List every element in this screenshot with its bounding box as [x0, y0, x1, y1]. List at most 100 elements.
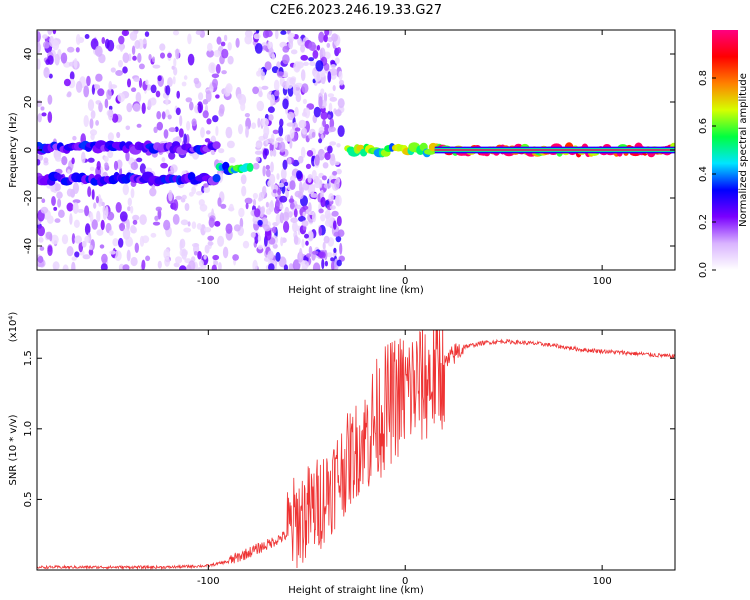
spectrogram-speckle: [205, 90, 212, 102]
spectrogram-speckle: [130, 188, 135, 199]
spectrogram-speckle: [37, 225, 45, 237]
spectrogram-speckle: [332, 85, 336, 92]
spectrogram-x-tick-label: 100: [593, 276, 612, 287]
spectrogram-speckle: [302, 205, 309, 211]
spectrogram-speckle: [107, 109, 114, 121]
spectrogram-speckle: [119, 211, 128, 222]
spectrogram-speckle: [108, 105, 113, 111]
snr-x-axis-label: Height of straight line (km): [288, 585, 424, 596]
spectrogram-speckle: [126, 102, 133, 113]
spectrogram-speckle: [267, 250, 274, 261]
spectrogram-speckle: [240, 102, 246, 112]
spectrogram-speckle: [282, 159, 288, 170]
spectrogram-speckle: [163, 248, 170, 260]
spectrogram-speckle: [187, 53, 195, 66]
spectrogram-speckle: [53, 206, 58, 211]
spectrogram-speckle: [307, 176, 312, 183]
spectrogram-speckle: [75, 47, 80, 53]
spectrogram-speckle: [167, 114, 172, 120]
spectrogram-speckle: [160, 52, 165, 59]
spectrogram-speckle: [322, 162, 329, 169]
spectrogram-speckle: [290, 49, 298, 55]
spectrogram-speckle: [252, 162, 260, 170]
spectrogram-speckle: [301, 127, 307, 135]
spectrogram-speckle: [319, 47, 326, 60]
spectrogram-speckle: [211, 73, 220, 79]
spectrogram-speckle: [267, 106, 275, 113]
spectrogram-y-ticks: -40 -20 0 20 40: [23, 48, 675, 254]
spectrogram-speckle: [292, 84, 301, 96]
spectrogram-speckle: [298, 216, 306, 222]
spectrogram-speckle: [130, 161, 139, 171]
spectrogram-speckle: [270, 97, 274, 109]
spectrogram-speckle: [265, 164, 270, 170]
spectrogram-speckle: [184, 203, 190, 211]
spectrogram-speckle: [130, 256, 138, 267]
spectrogram-speckle: [163, 129, 169, 139]
spectrogram-speckle: [119, 42, 124, 52]
spectrogram-speckle: [268, 47, 274, 58]
spectrogram-speckle: [132, 214, 140, 221]
spectrogram-speckle: [268, 114, 274, 121]
spectrogram-speckle: [153, 126, 158, 133]
spectrogram-speckle: [71, 233, 76, 245]
snr-series-line: [37, 330, 675, 570]
spectrogram-speckle: [52, 39, 60, 51]
spectrogram-speckle: [50, 234, 59, 245]
spectrogram-speckle: [141, 102, 146, 115]
spectrogram-speckle: [81, 151, 86, 164]
spectrogram-speckle: [335, 194, 340, 206]
spectrogram-speckle: [204, 244, 210, 254]
spectrogram-speckle: [262, 185, 267, 196]
spectrogram-speckle: [178, 128, 184, 138]
spectrogram-speckle: [279, 212, 284, 224]
spectrogram-speckle: [181, 81, 187, 87]
spectrogram-speckle: [127, 197, 132, 207]
spectrogram-speckle: [304, 233, 309, 239]
spectrogram-speckle: [264, 148, 269, 156]
spectrogram-y-axis-label: Frequency (Hz): [8, 112, 19, 188]
spectrogram-speckle: [227, 55, 234, 65]
spectrogram-speckle: [108, 230, 114, 236]
spectrogram-speckle: [134, 40, 141, 49]
spectrogram-speckle: [179, 265, 187, 270]
colorbar-tick-label: 0.2: [698, 214, 709, 230]
spectrogram-speckle: [336, 215, 342, 227]
spectrogram-speckle: [253, 33, 261, 40]
spectrogram-speckle: [213, 50, 221, 58]
spectrogram-y-tick-label: 20: [23, 96, 34, 109]
spectrogram-speckle: [252, 86, 259, 95]
spectrogram-speckle: [321, 258, 325, 270]
spectrogram-speckle: [326, 114, 331, 119]
spectrogram-speckle: [75, 81, 83, 93]
spectrogram-speckle: [301, 111, 308, 117]
spectrogram-speckle: [196, 223, 202, 230]
spectrogram-speckle: [165, 97, 169, 106]
spectrogram-speckle: [268, 263, 275, 270]
spectrogram-speckle: [68, 61, 74, 67]
spectrogram-speckle: [287, 157, 292, 165]
spectrogram-speckle: [54, 218, 61, 223]
spectrogram-speckle: [156, 111, 162, 120]
spectrogram-band-blob: [187, 172, 196, 181]
spectrogram-speckle: [305, 163, 312, 169]
spectrogram-speckle: [125, 125, 131, 131]
spectrogram-speckle: [115, 202, 122, 213]
snr-y-tick-label: 0.5: [23, 491, 34, 507]
spectrogram-speckle: [289, 139, 293, 149]
spectrogram-speckle: [43, 157, 49, 164]
spectrogram-speckle: [330, 257, 335, 262]
spectrogram-speckle: [37, 113, 42, 123]
colorbar-gradient: [712, 30, 738, 270]
spectrogram-speckle: [119, 222, 126, 232]
spectrogram-speckle: [337, 125, 345, 137]
colorbar-tick-label: 0.0: [698, 262, 709, 278]
spectrogram-speckle: [215, 125, 219, 137]
spectrogram-speckle: [87, 186, 92, 198]
spectrogram-speckle: [272, 129, 279, 135]
spectrogram-speckle: [336, 47, 341, 54]
spectrogram-speckle: [327, 71, 332, 83]
spectrogram-speckle: [89, 166, 95, 171]
spectrogram-speckle: [252, 259, 258, 270]
spectrogram-speckle: [254, 43, 263, 54]
